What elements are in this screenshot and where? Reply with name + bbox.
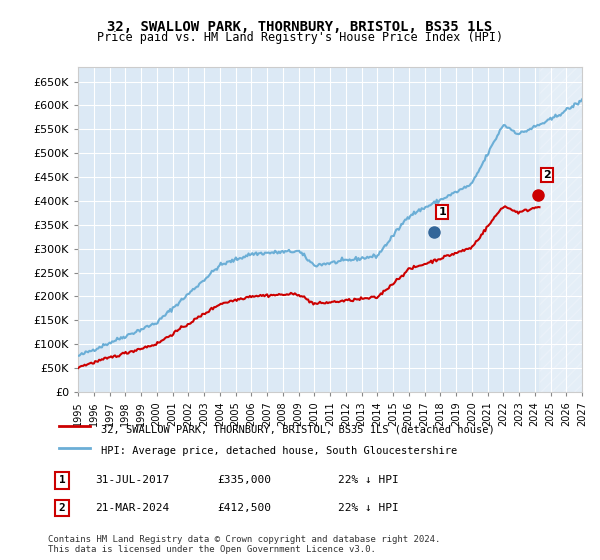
Text: 21-MAR-2024: 21-MAR-2024 <box>95 503 170 513</box>
Text: 32, SWALLOW PARK, THORNBURY, BRISTOL, BS35 1LS: 32, SWALLOW PARK, THORNBURY, BRISTOL, BS… <box>107 20 493 34</box>
Text: HPI: Average price, detached house, South Gloucestershire: HPI: Average price, detached house, Sout… <box>101 446 457 456</box>
Text: 1: 1 <box>439 207 446 217</box>
Text: 31-JUL-2017: 31-JUL-2017 <box>95 475 170 485</box>
Text: £412,500: £412,500 <box>217 503 271 513</box>
Bar <box>539 67 582 392</box>
Text: 22% ↓ HPI: 22% ↓ HPI <box>338 475 399 485</box>
Text: 22% ↓ HPI: 22% ↓ HPI <box>338 503 399 513</box>
Text: 2: 2 <box>59 503 65 513</box>
Text: £335,000: £335,000 <box>217 475 271 485</box>
Text: Price paid vs. HM Land Registry's House Price Index (HPI): Price paid vs. HM Land Registry's House … <box>97 31 503 44</box>
Text: 1: 1 <box>59 475 65 485</box>
Text: Contains HM Land Registry data © Crown copyright and database right 2024.
This d: Contains HM Land Registry data © Crown c… <box>48 535 440 554</box>
Text: 32, SWALLOW PARK, THORNBURY, BRISTOL, BS35 1LS (detached house): 32, SWALLOW PARK, THORNBURY, BRISTOL, BS… <box>101 424 494 434</box>
Text: 2: 2 <box>543 170 551 180</box>
Bar <box>539 67 582 392</box>
